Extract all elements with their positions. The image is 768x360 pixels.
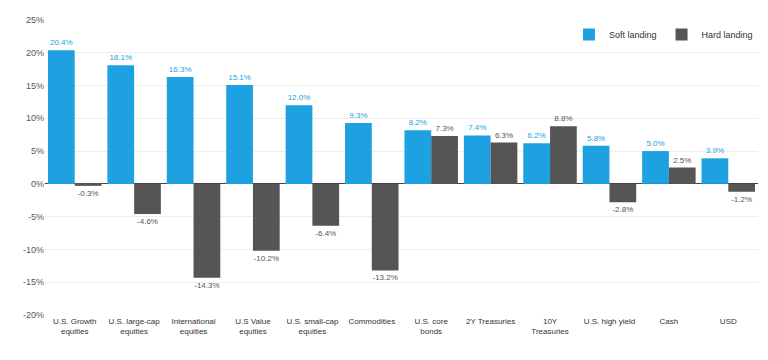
- svg-text:-10%: -10%: [23, 245, 44, 255]
- svg-text:5.8%: 5.8%: [587, 134, 605, 143]
- svg-text:Cash: Cash: [660, 317, 679, 326]
- svg-text:8.2%: 8.2%: [409, 118, 427, 127]
- svg-text:-20%: -20%: [23, 310, 44, 320]
- svg-text:U.S. small-capequities: U.S. small-capequities: [286, 317, 339, 336]
- svg-text:U.S. Growthequities: U.S. Growthequities: [53, 317, 97, 336]
- svg-text:25%: 25%: [26, 15, 44, 25]
- svg-text:-13.2%: -13.2%: [372, 273, 397, 282]
- svg-text:15.1%: 15.1%: [228, 73, 251, 82]
- svg-text:5.0%: 5.0%: [646, 139, 664, 148]
- svg-text:16.3%: 16.3%: [169, 65, 192, 74]
- svg-text:-6.4%: -6.4%: [315, 229, 336, 238]
- svg-text:6.3%: 6.3%: [495, 131, 513, 140]
- svg-text:10YTreasuries: 10YTreasuries: [531, 317, 569, 336]
- svg-text:-10.2%: -10.2%: [254, 254, 279, 263]
- svg-text:-5%: -5%: [28, 212, 44, 222]
- svg-text:U.S Valueequities: U.S Valueequities: [235, 317, 271, 336]
- svg-text:20%: 20%: [26, 48, 44, 58]
- svg-text:0%: 0%: [31, 179, 44, 189]
- svg-text:Internationalequities: Internationalequities: [172, 317, 216, 336]
- svg-text:Hard landing: Hard landing: [702, 30, 753, 40]
- svg-text:U.S. high yield: U.S. high yield: [584, 317, 636, 326]
- svg-text:8.8%: 8.8%: [554, 114, 572, 123]
- svg-text:15%: 15%: [26, 81, 44, 91]
- svg-text:7.4%: 7.4%: [468, 123, 486, 132]
- svg-text:U.S. large-capequities: U.S. large-capequities: [109, 317, 161, 336]
- svg-text:12.0%: 12.0%: [288, 93, 311, 102]
- svg-text:-15%: -15%: [23, 277, 44, 287]
- svg-text:9.3%: 9.3%: [349, 111, 367, 120]
- svg-text:-4.6%: -4.6%: [137, 217, 158, 226]
- svg-text:18.1%: 18.1%: [109, 53, 132, 62]
- svg-text:U.S. corebonds: U.S. corebonds: [415, 317, 449, 336]
- svg-text:-1.2%: -1.2%: [731, 195, 752, 204]
- svg-text:10%: 10%: [26, 113, 44, 123]
- svg-text:3.9%: 3.9%: [706, 146, 724, 155]
- svg-text:-14.3%: -14.3%: [194, 281, 219, 290]
- svg-text:Commodities: Commodities: [348, 317, 395, 326]
- svg-text:Soft landing: Soft landing: [609, 30, 657, 40]
- svg-text:20.4%: 20.4%: [50, 38, 73, 47]
- svg-text:6.2%: 6.2%: [528, 131, 546, 140]
- svg-text:-0.3%: -0.3%: [78, 189, 99, 198]
- svg-text:2Y Treasuries: 2Y Treasuries: [466, 317, 515, 326]
- svg-text:-2.8%: -2.8%: [612, 205, 633, 214]
- svg-text:7.3%: 7.3%: [435, 124, 453, 133]
- svg-text:USD: USD: [720, 317, 737, 326]
- svg-text:5%: 5%: [31, 146, 44, 156]
- svg-text:2.5%: 2.5%: [673, 156, 691, 165]
